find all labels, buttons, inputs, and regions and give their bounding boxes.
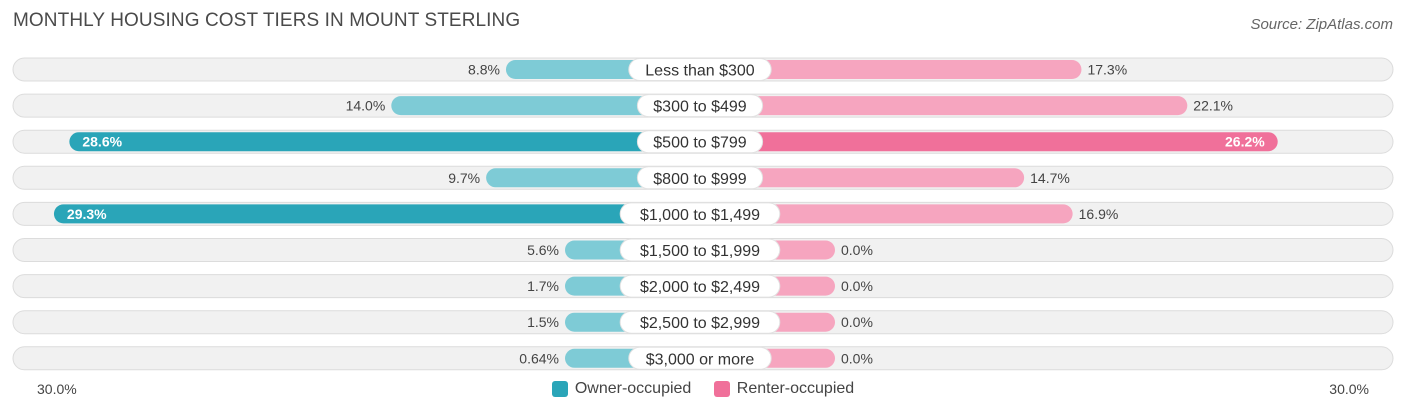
category-pill	[619, 274, 781, 298]
renter-bar	[700, 168, 1025, 188]
renter-value-label: 14.7%	[1030, 170, 1070, 186]
category-label: $1,500 to $1,999	[640, 243, 760, 260]
category-label: $1,000 to $1,499	[640, 207, 760, 224]
renter-bar	[700, 96, 1188, 116]
owner-value-label: 9.7%	[448, 170, 480, 186]
category-label: Less than $300	[645, 63, 755, 80]
owner-bar	[53, 204, 701, 224]
diverging-bar-chart: 8.8% 17.3% Less than $300 14.0% 22.1% $300 to…	[12, 57, 1394, 371]
category-label: $2,500 to $2,999	[640, 315, 760, 332]
axis-right-label: 30.0%	[1329, 381, 1369, 397]
category-label: $2,000 to $2,499	[640, 279, 760, 296]
owner-value-label: 8.8%	[468, 62, 500, 78]
owner-value-label: 1.5%	[527, 314, 559, 330]
renter-value-label: 26.2%	[1225, 134, 1265, 150]
category-pill	[636, 94, 764, 118]
category-pill	[628, 346, 772, 370]
legend-renter: Renter-occupied	[713, 380, 855, 398]
renter-value-label: 0.0%	[841, 278, 873, 294]
renter-value-label: 16.9%	[1079, 206, 1119, 222]
renter-bar	[700, 60, 1082, 79]
chart-title: MONTHLY HOUSING COST TIERS IN MOUNT STER…	[13, 10, 521, 31]
category-pill	[636, 130, 764, 154]
owner-value-label: 0.64%	[519, 350, 559, 366]
legend-renter-swatch	[713, 381, 730, 397]
renter-value-label: 22.1%	[1193, 98, 1233, 114]
legend-renter-label: Renter-occupied	[736, 380, 855, 397]
owner-value-label: 28.6%	[82, 134, 122, 150]
renter-value-label: 0.0%	[841, 314, 873, 330]
owner-bar	[391, 96, 700, 116]
category-pill	[619, 238, 781, 262]
legend: Owner-occupied Renter-occupied	[0, 380, 1406, 402]
axis-left-label: 30.0%	[37, 381, 77, 397]
category-pill	[619, 202, 781, 226]
owner-value-label: 1.7%	[527, 278, 559, 294]
legend-owner-label: Owner-occupied	[574, 380, 692, 397]
renter-value-label: 0.0%	[841, 242, 873, 258]
category-pill	[628, 58, 772, 81]
owner-bar	[69, 132, 701, 152]
category-label: $3,000 or more	[646, 351, 755, 368]
legend-owner: Owner-occupied	[551, 380, 692, 398]
legend-owner-swatch	[551, 381, 568, 397]
category-pill	[619, 310, 781, 334]
renter-bar	[700, 132, 1278, 152]
category-pill	[636, 166, 764, 190]
chart-source: Source: ZipAtlas.com	[1250, 16, 1393, 33]
category-label: $800 to $999	[653, 171, 747, 188]
owner-value-label: 29.3%	[67, 206, 107, 222]
renter-bar	[700, 204, 1073, 224]
owner-value-label: 5.6%	[527, 242, 559, 258]
owner-value-label: 14.0%	[346, 98, 386, 114]
renter-value-label: 0.0%	[841, 350, 873, 366]
category-label: $500 to $799	[653, 135, 747, 152]
category-label: $300 to $499	[653, 99, 747, 116]
renter-value-label: 17.3%	[1087, 62, 1127, 78]
